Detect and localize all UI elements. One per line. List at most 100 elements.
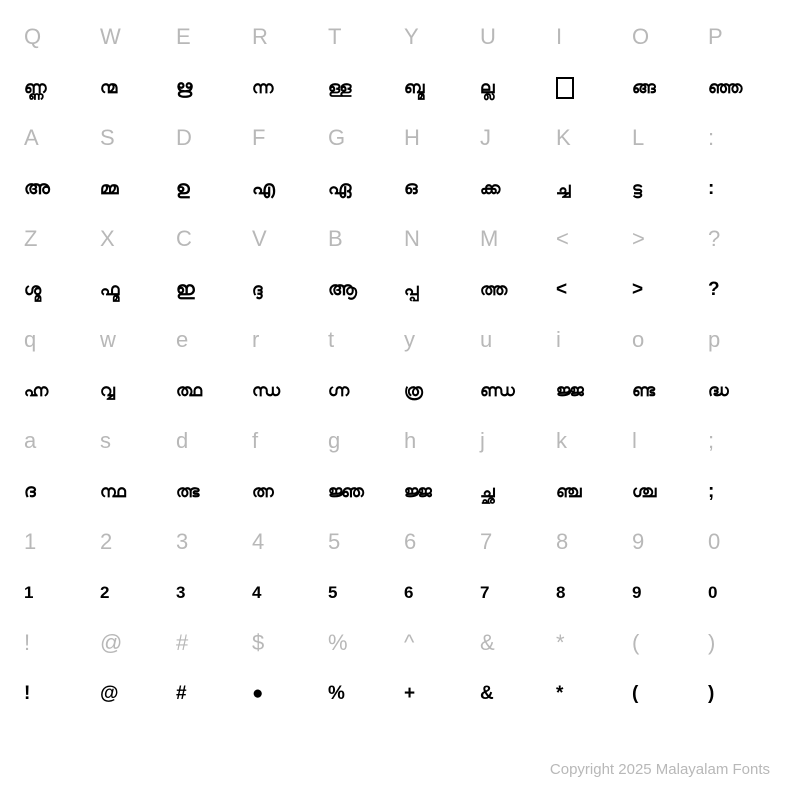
glyph-cell: ഞ്ച (552, 467, 628, 518)
key-label: e (176, 327, 188, 353)
key-label: 9 (632, 529, 644, 555)
key-label: M (480, 226, 498, 252)
key-label-cell: f (248, 416, 324, 467)
glyph-cell: 1 (20, 568, 96, 619)
glyph-cell: ഋ (172, 63, 248, 114)
glyph-cell: ള്ള (324, 63, 400, 114)
key-label: Y (404, 24, 419, 50)
glyph-text: ച്ച (556, 179, 571, 199)
key-label: P (708, 24, 723, 50)
key-label-cell: Z (20, 214, 96, 265)
key-label: * (556, 630, 565, 656)
glyph-cell: മ്മ (96, 164, 172, 215)
character-map-grid: QWERTYUIOPണ്ണന്മഋന്നള്ളബ്മല്ലങ്ങഞ്ഞASDFG… (20, 12, 780, 719)
glyph-text: 6 (404, 583, 413, 603)
key-label: f (252, 428, 258, 454)
glyph-cell: ( (628, 669, 704, 720)
glyph-cell: ഉ (172, 164, 248, 215)
key-label-cell: 2 (96, 517, 172, 568)
key-label: @ (100, 630, 122, 656)
glyph-text: ആ (328, 279, 357, 301)
key-label: w (100, 327, 116, 353)
glyph-cell: 7 (476, 568, 552, 619)
key-label: ( (632, 630, 639, 656)
glyph-cell: ? (704, 265, 780, 316)
glyph-text: ( (632, 683, 638, 705)
key-label: S (100, 125, 115, 151)
key-label-cell: 0 (704, 517, 780, 568)
glyph-cell: ഫ്മ (96, 265, 172, 316)
key-label: % (328, 630, 348, 656)
glyph-text: ണ്ണ (24, 78, 47, 98)
key-label: $ (252, 630, 264, 656)
key-label: h (404, 428, 416, 454)
key-label-cell: I (552, 12, 628, 63)
glyph-cell: ന്മ (96, 63, 172, 114)
glyph-cell: ഞ്ഞ (704, 63, 780, 114)
key-label-cell: i (552, 315, 628, 366)
glyph-text: ഗ്ന (328, 381, 349, 401)
key-label-cell: E (172, 12, 248, 63)
glyph-cell: ഇ (172, 265, 248, 316)
glyph-cell: അ (20, 164, 96, 215)
key-label: 4 (252, 529, 264, 555)
glyph-cell: വ്വ (96, 366, 172, 417)
glyph-cell: 9 (628, 568, 704, 619)
key-label: V (252, 226, 267, 252)
glyph-text: ത്ന (252, 482, 274, 502)
glyph-cell: ന്ഥ (96, 467, 172, 518)
glyph-text: ച്ഛ (480, 482, 495, 502)
key-label-cell: X (96, 214, 172, 265)
key-label: ? (708, 226, 720, 252)
glyph-text: # (176, 683, 187, 705)
glyph-cell: ദ്ധ (704, 366, 780, 417)
glyph-cell: * (552, 669, 628, 720)
key-label: B (328, 226, 343, 252)
glyph-cell: ബ്മ (400, 63, 476, 114)
glyph-text: ശ്ച (632, 482, 656, 502)
glyph-text: ഏ (328, 178, 351, 200)
glyph-cell: ച്ച (552, 164, 628, 215)
key-label-cell: w (96, 315, 172, 366)
key-label-cell: 9 (628, 517, 704, 568)
key-label-cell: @ (96, 618, 172, 669)
glyph-text: ? (708, 279, 720, 301)
glyph-text: 2 (100, 583, 109, 603)
missing-glyph-box (556, 77, 574, 99)
glyph-text: ന്മ (100, 78, 117, 98)
glyph-text: ) (708, 683, 714, 705)
key-label-cell: A (20, 113, 96, 164)
key-label-cell: 1 (20, 517, 96, 568)
glyph-cell: > (628, 265, 704, 316)
key-label-cell: K (552, 113, 628, 164)
glyph-text: ന്ഥ (100, 482, 126, 502)
key-label: N (404, 226, 420, 252)
glyph-cell: ഗ്ന (324, 366, 400, 417)
glyph-cell: ന്ന (248, 63, 324, 114)
glyph-text: 8 (556, 583, 565, 603)
key-label-cell: h (400, 416, 476, 467)
glyph-text: ഋ (176, 77, 192, 99)
glyph-text: ല്ല (480, 78, 495, 98)
key-label: u (480, 327, 492, 353)
glyph-text: 0 (708, 583, 717, 603)
key-label-cell: 8 (552, 517, 628, 568)
key-label: R (252, 24, 268, 50)
glyph-text: & (480, 683, 494, 705)
key-label: ) (708, 630, 715, 656)
key-label: a (24, 428, 36, 454)
key-label: ; (708, 428, 714, 454)
key-label: 3 (176, 529, 188, 555)
key-label-cell: > (628, 214, 704, 265)
glyph-text: @ (100, 683, 119, 705)
glyph-text: എ (252, 178, 275, 200)
glyph-text: ദ (24, 481, 36, 503)
glyph-cell: < (552, 265, 628, 316)
glyph-cell: എ (248, 164, 324, 215)
key-label: : (708, 125, 714, 151)
glyph-cell: ആ (324, 265, 400, 316)
glyph-text: ബ്മ (404, 78, 424, 98)
key-label: X (100, 226, 115, 252)
key-label-cell: ) (704, 618, 780, 669)
glyph-text: ണ്ട (632, 381, 655, 401)
